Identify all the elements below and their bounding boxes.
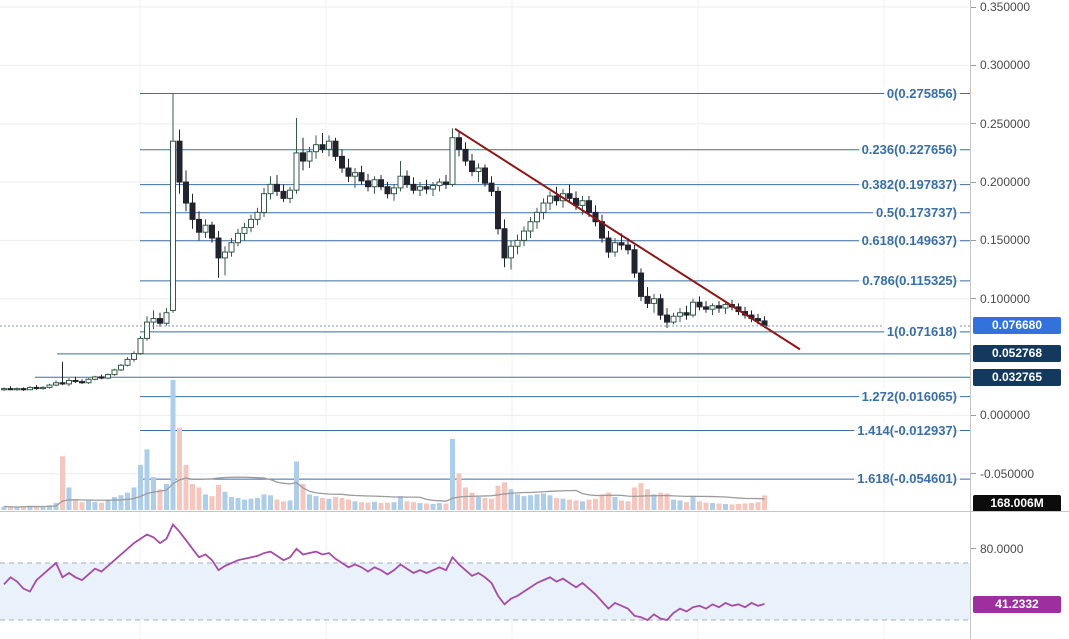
tick-mark [971,414,976,416]
volume-ma-line [3,476,765,508]
tick-mark [971,123,976,125]
tick-mark [971,473,976,475]
indicator-axis-tick: 80.0000 [971,541,1023,557]
tick-mark [971,548,976,550]
candlestick-series [1,93,768,391]
rsi-line [3,522,765,622]
price-tick-label: 0.200000 [980,175,1031,190]
chart-canvas [0,0,970,639]
price-tick-label: 0.300000 [980,58,1031,73]
price-tick-label: 0.250000 [980,116,1031,131]
chart-plot-area[interactable]: 0(0.275856) 0.236(0.227656) 0.382(0.197837… [0,0,970,639]
fib-level-label: 1.618(-0.054601) [854,470,960,489]
indicator-band [0,562,970,621]
grid-lines [0,0,970,639]
tick-mark [971,6,976,8]
volume-badge: 168.006M [973,494,1061,512]
fib-level-label: 0.618(0.149637) [858,231,960,250]
tick-mark [971,181,976,183]
price-tick: -0.050000 [971,466,1034,482]
price-tick-label: 0.350000 [980,0,1031,15]
fib-level-label: 0.786(0.115325) [859,271,960,290]
fib-level-label: 1.272(0.016065) [858,387,960,406]
price-tick-label: 0.100000 [980,291,1031,306]
axis-border [970,0,971,639]
price-tick: 0.200000 [971,174,1030,190]
fib-level-label: 0(0.275856) [883,84,960,103]
fib-level-label: 0.236(0.227656) [858,140,960,159]
price-axis[interactable]: 0.350000 0.300000 0.250000 0.200000 0.150000… [971,0,1069,639]
price-tick: 0.000000 [971,407,1030,423]
fib-level-label: 1(0.071618) [883,322,960,341]
price-tick-label: 0.000000 [980,408,1031,423]
fib-level-label: 0.382(0.197837) [858,175,960,194]
fib-retracement[interactable] [140,93,970,480]
price-level-badge: 0.032765 [973,368,1061,386]
pane-separator[interactable] [0,511,1069,512]
price-tick: 0.150000 [971,232,1030,248]
price-level-badge: 0.052768 [973,345,1061,363]
price-tick-label: -0.050000 [980,466,1035,481]
price-tick: 0.100000 [971,291,1030,307]
tick-mark [971,64,976,66]
price-tick: 0.350000 [971,0,1030,15]
indicator-tick-label: 80.0000 [980,541,1024,556]
indicator-value-badge: 41.2332 [973,595,1061,613]
fib-level-label: 1.414(-0.012937) [854,421,960,440]
volume-series [1,380,767,510]
price-tick: 0.300000 [971,57,1030,73]
price-tick-label: 0.150000 [980,233,1031,248]
tick-mark [971,298,976,300]
horizontal-level-lines[interactable] [35,353,970,378]
price-tick: 0.250000 [971,116,1030,132]
last-price-badge: 0.076680 [973,317,1061,335]
trend-line[interactable] [454,127,801,351]
fib-level-label: 0.5(0.173737) [873,203,960,222]
tick-mark [971,239,976,241]
